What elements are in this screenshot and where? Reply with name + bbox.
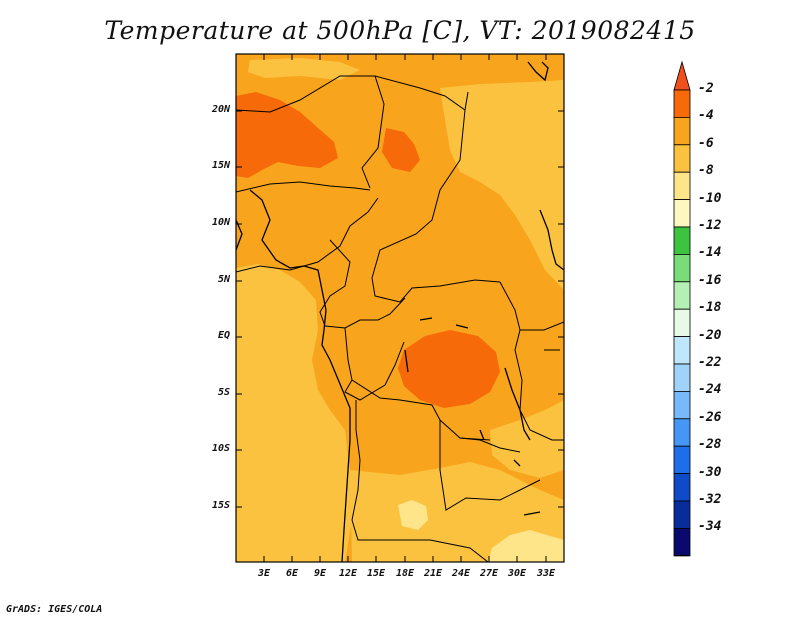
y-tick-label: 10N <box>211 217 230 228</box>
colorbar-label: -16 <box>698 272 722 288</box>
colorbar-segment <box>673 418 691 447</box>
light-orange-region-north <box>248 58 360 80</box>
grads-credit: GrADS: IGES/COLA <box>6 604 103 615</box>
x-tick-label: 18E <box>395 568 415 579</box>
colorbar-segment <box>673 171 691 200</box>
x-tick-label: 27E <box>479 568 499 579</box>
y-tick-marks <box>236 110 564 508</box>
colorbar-label: -34 <box>698 519 722 535</box>
x-tick-label: 6E <box>285 568 299 579</box>
very-light-orange-region-southwest <box>398 500 428 530</box>
colorbar-label: -32 <box>698 492 722 507</box>
colorbar-segment <box>673 281 691 310</box>
colorbar-label: -6 <box>698 135 714 151</box>
colorbar-label: -20 <box>698 327 722 343</box>
colorbar-label: -2 <box>698 81 714 96</box>
colorbar-segment <box>673 473 691 502</box>
colorbar-segment <box>673 308 691 338</box>
colorbar-label: -22 <box>698 355 722 370</box>
colorbar-segment <box>673 554 691 557</box>
colorbar-label: -12 <box>698 218 722 233</box>
coastlines <box>236 61 564 562</box>
x-tick-label: 21E <box>423 568 443 579</box>
light-orange-region-southeast <box>490 400 564 478</box>
colorbar-label: -10 <box>698 190 722 206</box>
y-tick-label: EQ <box>217 330 230 341</box>
x-tick-label: 15E <box>366 568 386 579</box>
colorbar-label: -24 <box>698 382 722 398</box>
colorbar-segment <box>673 226 691 255</box>
x-tick-label: 24E <box>451 568 471 579</box>
country-boundaries <box>236 75 564 562</box>
y-tick-label: 5S <box>217 387 230 398</box>
colorbar-segment <box>673 390 691 420</box>
dark-orange-region-northwest <box>236 92 338 178</box>
colorbar-segment <box>673 60 691 91</box>
colorbar-segment <box>673 89 691 118</box>
colorbar-segment <box>673 500 691 529</box>
x-tick-marks <box>263 54 547 562</box>
colorbar-label: -26 <box>698 409 722 425</box>
map-title: Temperature at 500hPa [C], VT: 201908241… <box>104 16 696 45</box>
very-light-orange-region-southeast <box>488 530 564 562</box>
colorbar-segment <box>673 336 691 365</box>
x-tick-label: 30E <box>507 568 527 579</box>
light-orange-region-atlantic <box>236 264 352 562</box>
colorbar-label: -28 <box>698 437 722 453</box>
colorbar-segment <box>673 144 691 173</box>
colorbar <box>673 60 691 557</box>
colorbar-label: -18 <box>698 300 722 316</box>
y-tick-label: 5N <box>217 274 230 285</box>
y-tick-label: 20N <box>211 104 230 115</box>
colorbar-label: -4 <box>698 108 714 124</box>
colorbar-segment <box>673 445 691 475</box>
colorbar-segment <box>673 363 691 392</box>
dark-orange-region-congo <box>398 330 500 408</box>
y-tick-label: 10S <box>211 443 230 454</box>
colorbar-segment <box>673 253 691 283</box>
light-orange-region-east <box>440 80 564 290</box>
map-frame <box>235 53 565 563</box>
x-tick-label: 33E <box>536 568 556 579</box>
x-tick-label: 12E <box>338 568 358 579</box>
colorbar-label: -30 <box>698 464 722 480</box>
y-tick-label: 15S <box>211 500 230 511</box>
dark-orange-region-chad <box>382 128 420 172</box>
colorbar-segment <box>673 528 691 557</box>
colorbar-label: -8 <box>698 163 714 179</box>
colorbar-segment <box>673 117 691 146</box>
x-tick-label: 3E <box>257 568 271 579</box>
colorbar-segment <box>673 199 691 228</box>
x-tick-label: 9E <box>313 568 327 579</box>
colorbar-label: -14 <box>698 245 722 261</box>
y-tick-label: 15N <box>211 160 230 171</box>
